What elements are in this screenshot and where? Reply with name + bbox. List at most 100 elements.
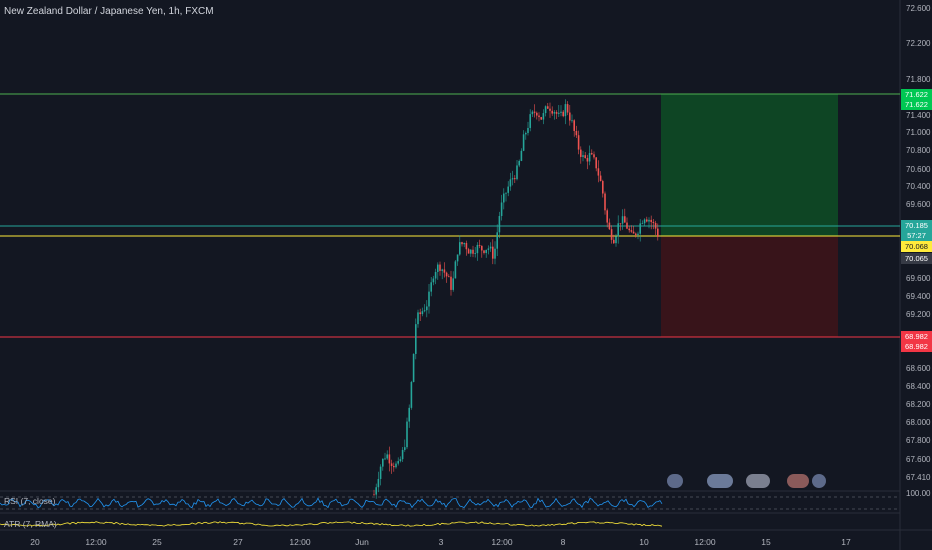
candle-body	[608, 222, 611, 230]
candle-body	[404, 447, 406, 450]
y-tick: 68.600	[906, 364, 931, 373]
candle-body	[577, 135, 580, 150]
previous-close-tag: 70.065	[901, 253, 932, 264]
candle-body	[597, 168, 600, 176]
candle-body	[615, 236, 617, 244]
candle-body	[377, 478, 380, 488]
x-tick: 12:00	[694, 537, 716, 547]
y-tick: 72.200	[906, 39, 931, 48]
candle-body	[406, 421, 408, 448]
candle-body	[637, 233, 639, 235]
take-profit-tag: 71.622	[901, 89, 932, 100]
candle-body	[463, 243, 465, 245]
candle-body	[450, 276, 452, 290]
candle-body	[437, 264, 439, 272]
candle-body	[428, 291, 430, 307]
candle-body	[432, 278, 435, 283]
candle-body	[456, 254, 459, 262]
symbol-title[interactable]: New Zealand Dollar / Japanese Yen, 1h, F…	[4, 6, 214, 17]
candle-body	[452, 278, 454, 290]
candle-body	[604, 193, 606, 211]
news-event-icon[interactable]	[707, 474, 733, 488]
candle-body	[459, 242, 461, 255]
candle-body	[621, 216, 624, 224]
candle-body	[650, 219, 652, 222]
y-tick: 67.410	[906, 473, 931, 482]
candle-body	[553, 112, 556, 114]
candle-body	[549, 108, 551, 111]
candle-body	[657, 228, 659, 237]
x-tick: 20	[30, 537, 40, 547]
candle-body	[465, 243, 468, 250]
candle-body	[472, 249, 474, 254]
candle-body	[454, 261, 457, 279]
news-event-icon[interactable]	[746, 474, 770, 488]
candle-body	[575, 130, 578, 136]
candle-body	[494, 248, 496, 259]
candle-body	[591, 153, 593, 155]
profit-zone	[661, 94, 838, 226]
candle-body	[467, 249, 470, 254]
candle-body	[474, 253, 476, 254]
candle-body	[507, 186, 509, 193]
candle-body	[595, 157, 597, 169]
candle-body	[503, 193, 505, 203]
candle-body	[628, 228, 630, 231]
candle-body	[399, 459, 402, 462]
candle-body	[654, 222, 657, 229]
rsi-line	[0, 497, 663, 509]
y-tick: 71.400	[906, 111, 931, 120]
candle-body	[639, 223, 641, 234]
atr-label[interactable]: ATR (7, RMA)	[4, 519, 57, 529]
x-tick: 8	[560, 537, 566, 547]
candle-body	[509, 179, 512, 187]
candle-body	[641, 223, 644, 225]
entry-zone	[661, 226, 838, 236]
y-tick: 69.600	[906, 200, 931, 209]
candle-body	[384, 458, 386, 460]
news-event-icon[interactable]	[787, 474, 809, 488]
candle-body	[571, 120, 573, 122]
x-tick: 25	[152, 537, 162, 547]
y-tick: 70.400	[906, 182, 931, 191]
y-tick: 69.400	[906, 292, 931, 301]
x-tick: 17	[841, 537, 851, 547]
y-tick: 67.600	[906, 455, 931, 464]
candle-body	[533, 111, 536, 113]
candle-body	[536, 112, 538, 116]
candle-body	[551, 110, 553, 114]
candle-body	[538, 115, 540, 118]
candle-body	[412, 353, 415, 382]
candle-body	[520, 150, 523, 161]
candle-body	[485, 249, 487, 253]
candle-body	[382, 458, 384, 467]
x-tick: 15	[761, 537, 771, 547]
stop-loss-tag-2: 68.982	[901, 341, 932, 352]
candle-body	[643, 219, 646, 224]
y-tick: 68.400	[906, 382, 931, 391]
candle-body	[566, 104, 569, 113]
candle-body	[386, 454, 388, 459]
candle-body	[476, 244, 479, 254]
candle-body	[417, 312, 419, 325]
y-tick: 67.800	[906, 436, 931, 445]
news-event-icon[interactable]	[812, 474, 826, 488]
candle-body	[395, 463, 397, 468]
rsi-label[interactable]: RSI (7, close)	[4, 496, 56, 506]
atr-line	[0, 521, 663, 527]
candle-body	[588, 153, 591, 162]
y-tick: 68.000	[906, 418, 931, 427]
news-event-icon[interactable]	[667, 474, 683, 488]
loss-zone	[661, 236, 838, 337]
candle-body	[426, 306, 428, 311]
candle-body	[584, 155, 586, 159]
candle-body	[419, 312, 421, 315]
candle-body	[560, 111, 562, 113]
candle-body	[527, 127, 529, 133]
rsi-y-tick: 100.00	[906, 489, 931, 498]
candle-body	[522, 134, 525, 151]
candle-body	[423, 310, 426, 312]
candle-body	[613, 239, 615, 244]
candle-body	[470, 249, 472, 254]
